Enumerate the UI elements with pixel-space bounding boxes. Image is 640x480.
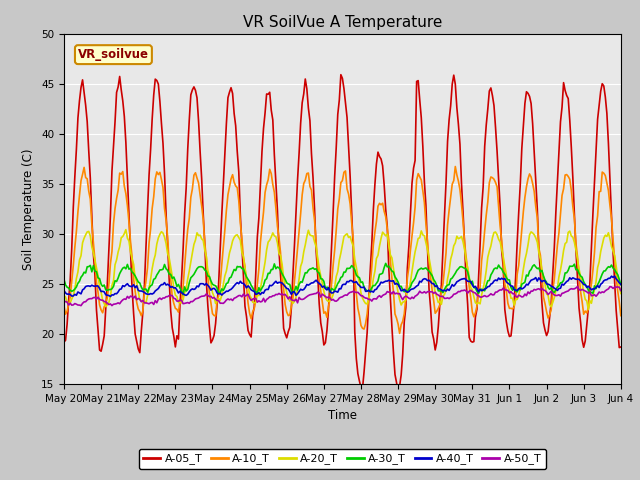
Y-axis label: Soil Temperature (C): Soil Temperature (C) xyxy=(22,148,35,270)
Title: VR SoilVue A Temperature: VR SoilVue A Temperature xyxy=(243,15,442,30)
X-axis label: Time: Time xyxy=(328,409,357,422)
Text: VR_soilvue: VR_soilvue xyxy=(78,48,149,61)
Legend: A-05_T, A-10_T, A-20_T, A-30_T, A-40_T, A-50_T: A-05_T, A-10_T, A-20_T, A-30_T, A-40_T, … xyxy=(139,449,546,469)
